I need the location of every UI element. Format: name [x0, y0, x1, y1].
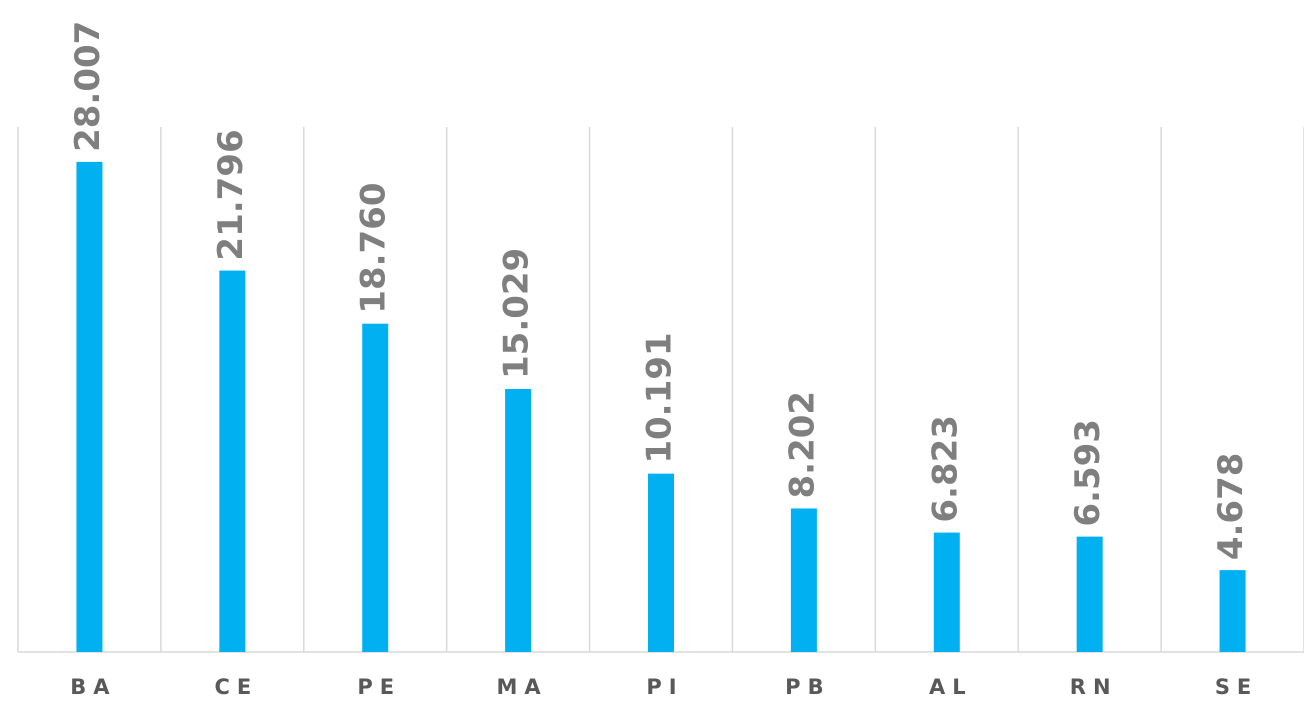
- bar: [362, 323, 389, 652]
- x-tick-label: AL: [929, 675, 973, 699]
- x-tick-label: SE: [1215, 675, 1258, 699]
- bar: [219, 270, 246, 652]
- x-tick-label: PE: [357, 675, 401, 699]
- x-tick-label: PI: [646, 675, 683, 699]
- value-label: 4.678: [1211, 453, 1251, 561]
- bar: [1219, 570, 1246, 652]
- value-label: 18.760: [354, 182, 394, 313]
- x-tick-label: BA: [70, 675, 116, 699]
- value-label: 10.191: [640, 332, 680, 463]
- x-tick-label: CE: [214, 675, 258, 699]
- value-label: 28.007: [68, 21, 108, 152]
- value-label: 15.029: [497, 248, 537, 379]
- bar: [790, 508, 817, 652]
- bar: [76, 161, 103, 652]
- value-label: 8.202: [782, 391, 822, 499]
- x-tick-label: RN: [1070, 675, 1118, 699]
- bar: [1076, 536, 1103, 652]
- x-tick-label: PB: [785, 675, 830, 699]
- bar: [933, 532, 960, 652]
- value-label: 21.796: [211, 129, 251, 260]
- x-tick-label: MA: [497, 675, 548, 699]
- value-label: 6.593: [1068, 419, 1108, 527]
- value-label: 6.823: [925, 415, 965, 523]
- bar: [648, 473, 674, 652]
- bar: [505, 388, 532, 652]
